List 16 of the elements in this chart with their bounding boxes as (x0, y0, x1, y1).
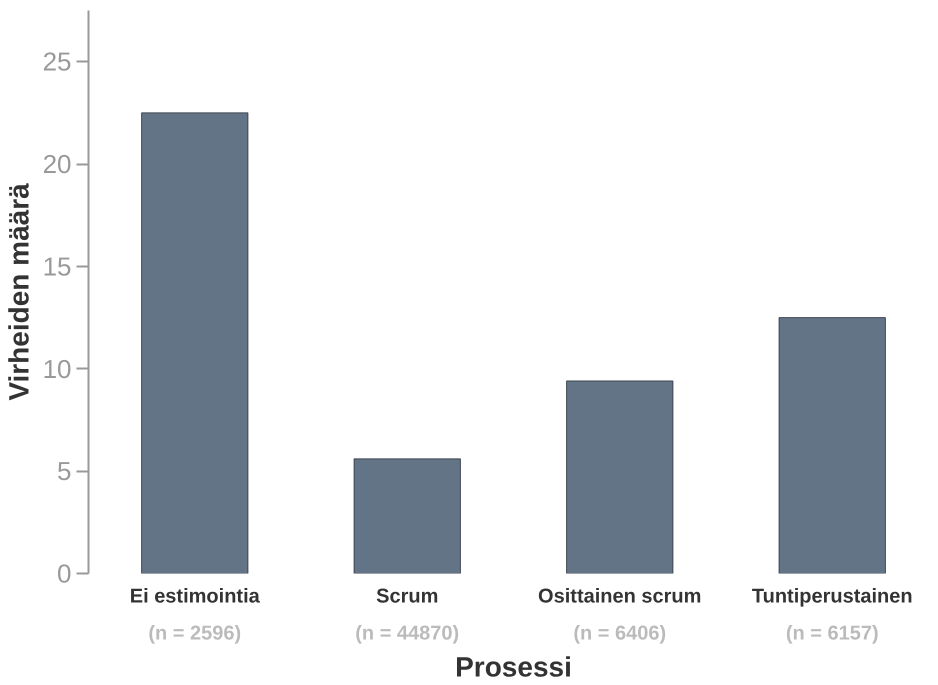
bar (141, 112, 248, 574)
bar (778, 317, 886, 574)
category-label: Osittainen scrum (n = 6406) (538, 586, 702, 644)
y-axis-title: Virheiden määrä (4, 182, 35, 401)
bar (354, 458, 461, 574)
category-label: Scrum (n = 44870) (355, 586, 460, 644)
y-tick-label: 0 (57, 558, 72, 588)
y-tick-label: 5 (57, 456, 72, 486)
y-tick-label: 10 (42, 354, 72, 384)
category-label: Ei estimointia (n = 2596) (130, 586, 260, 644)
y-tick-label: 25 (42, 46, 72, 77)
bar (566, 380, 674, 574)
y-tick-label: 20 (42, 149, 72, 180)
x-axis-title: Prosessi (455, 652, 572, 682)
y-tick-label: 15 (42, 251, 72, 282)
category-label: Tuntiperustainen (n = 6157) (752, 586, 913, 644)
